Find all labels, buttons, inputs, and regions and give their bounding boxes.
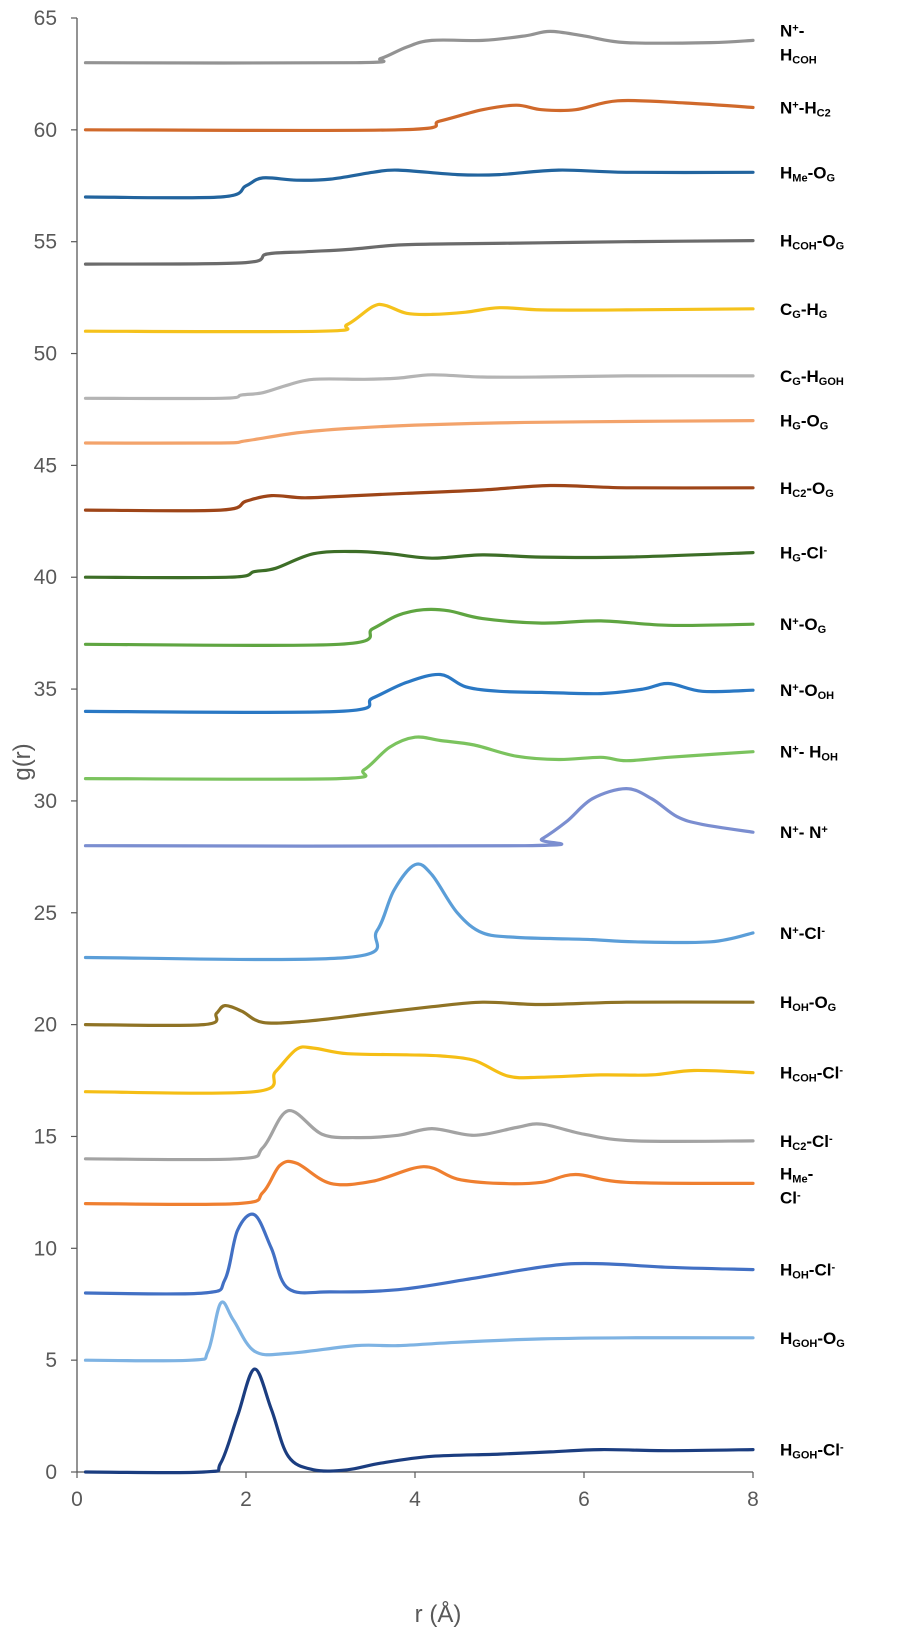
y-tick-label: 45 (34, 454, 57, 477)
series-line (83, 1159, 755, 1206)
x-axis-title: r (Å) (415, 1600, 462, 1628)
series-label: CG-HGOH (780, 367, 844, 388)
series-label: HMe-OG (780, 163, 835, 184)
series-line (83, 483, 755, 513)
y-tick-label: 65 (34, 7, 57, 30)
series-label: N+-OG (780, 615, 826, 636)
series-line (83, 549, 755, 580)
series-line (83, 29, 755, 65)
series-label: HGOH-Cl- (780, 1441, 844, 1462)
x-tick-label: 6 (578, 1488, 590, 1511)
series-line (83, 1000, 755, 1028)
y-tick-label: 55 (34, 231, 57, 254)
y-axis-title: g(r) (9, 743, 36, 780)
series-line (83, 1045, 755, 1095)
series-label: CG-HG (780, 300, 827, 321)
y-tick-label: 60 (34, 119, 57, 142)
y-tick-label: 30 (34, 790, 57, 813)
series-label-line2: Cl- (780, 1188, 801, 1207)
x-tick-label: 4 (409, 1488, 421, 1511)
series-lines (83, 29, 755, 1475)
x-tick-label: 0 (71, 1488, 83, 1511)
y-tick-label: 25 (34, 902, 57, 925)
y-tick-label: 0 (45, 1461, 57, 1484)
series-line (83, 1367, 755, 1475)
y-tick-label: 15 (34, 1125, 57, 1148)
series-line (83, 1212, 755, 1296)
series-line (83, 1300, 755, 1363)
series-label: N+- N+ (780, 823, 828, 842)
y-tick-label: 40 (34, 566, 57, 589)
series-line (83, 672, 755, 715)
series-label-line2: HCOH (780, 45, 817, 66)
series-label: HG-OG (780, 412, 828, 433)
series-label: N+-HC2 (780, 98, 831, 119)
series-label: HGOH-OG (780, 1329, 845, 1350)
series-line (83, 607, 755, 648)
y-tick-label: 5 (45, 1349, 57, 1372)
series-line (83, 1109, 755, 1162)
series-line (83, 168, 755, 200)
series-label: HOH-OG (780, 993, 836, 1014)
x-tick-label: 8 (747, 1488, 759, 1511)
series-line (83, 862, 755, 962)
series-label: HC2-OG (780, 479, 834, 500)
series-line (83, 239, 755, 266)
series-label: HG-Cl- (780, 544, 828, 565)
series-label: N+- (780, 21, 804, 40)
series-label: HOH-Cl- (780, 1261, 835, 1282)
x-tick-label: 2 (240, 1488, 252, 1511)
series-line (83, 787, 755, 848)
series-line (83, 373, 755, 401)
y-tick-label: 10 (34, 1237, 57, 1260)
y-tick-label: 35 (34, 678, 57, 701)
series-label: N+-Cl- (780, 924, 825, 943)
series-line (83, 735, 755, 781)
x-axis: 0 2 4 6 8 (71, 1471, 759, 1511)
y-axis: 0 5 10 15 20 25 30 35 40 45 50 55 60 65 (34, 7, 78, 1484)
series-label: N+- HOH (780, 743, 838, 764)
series-label: HMe- (780, 1164, 813, 1185)
series-label: HC2-Cl- (780, 1132, 833, 1153)
y-tick-label: 20 (34, 1014, 57, 1037)
series-label: N+-OOH (780, 681, 834, 702)
series-line (83, 302, 755, 334)
y-tick-label: 50 (34, 343, 57, 366)
series-line (83, 98, 755, 133)
series-label: HCOH-OG (780, 232, 844, 253)
series-labels: N+- HCOH N+-HC2 HMe-OG HCOH-OG CG-HG CG-HGOH HG… (780, 21, 845, 1461)
series-label: HCOH-Cl- (780, 1064, 843, 1085)
series-line (83, 419, 755, 445)
